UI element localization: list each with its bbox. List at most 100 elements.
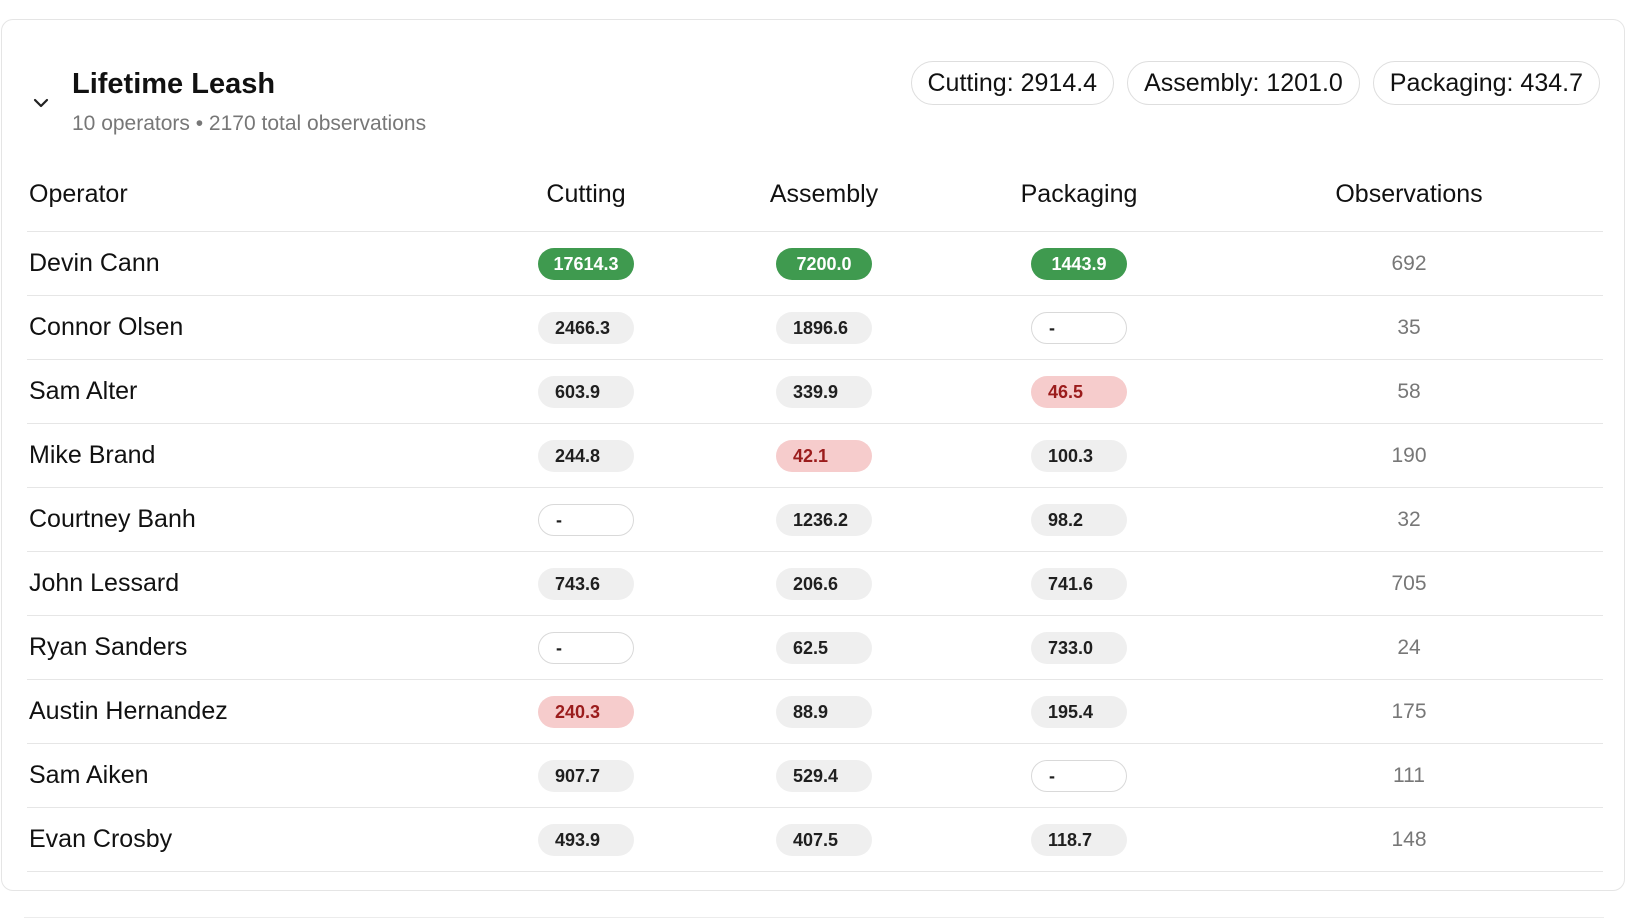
cutting-value-badge: 907.7 bbox=[538, 759, 634, 792]
cutting-cell: 240.3 bbox=[467, 679, 705, 744]
observations-count: 58 bbox=[1215, 359, 1603, 424]
table-row[interactable]: Austin Hernandez 240.3 88.9 195.4 175 bbox=[27, 679, 1603, 744]
cutting-value-badge: 493.9 bbox=[538, 823, 634, 856]
observations-count: 35 bbox=[1215, 295, 1603, 360]
table-row[interactable]: Ryan Sanders - 62.5 733.0 24 bbox=[27, 615, 1603, 680]
packaging-value-badge: 100.3 bbox=[1031, 439, 1127, 472]
cutting-value-badge: 743.6 bbox=[538, 567, 634, 600]
column-header-cutting[interactable]: Cutting bbox=[467, 157, 705, 232]
packaging-value-badge: - bbox=[1031, 311, 1127, 344]
group-header[interactable]: Lifetime Leash 10 operators • 2170 total… bbox=[2, 20, 1624, 145]
divider bbox=[24, 917, 1604, 918]
cutting-value-badge: 240.3 bbox=[538, 695, 634, 728]
packaging-cell: 100.3 bbox=[943, 423, 1215, 488]
packaging-cell: 733.0 bbox=[943, 615, 1215, 680]
packaging-cell: 195.4 bbox=[943, 679, 1215, 744]
table-row[interactable]: Devin Cann 17614.3 7200.0 1443.9 692 bbox=[27, 231, 1603, 296]
observations-count: 692 bbox=[1215, 231, 1603, 296]
table-row[interactable]: Connor Olsen 2466.3 1896.6 - 35 bbox=[27, 295, 1603, 360]
table-row[interactable]: Sam Alter 603.9 339.9 46.5 58 bbox=[27, 359, 1603, 424]
assembly-cell: 7200.0 bbox=[705, 231, 943, 296]
packaging-value-badge: - bbox=[1031, 759, 1127, 792]
assembly-cell: 1896.6 bbox=[705, 295, 943, 360]
column-header-assembly[interactable]: Assembly bbox=[705, 157, 943, 232]
operator-table: Operator Cutting Assembly Packaging Obse… bbox=[27, 157, 1603, 872]
packaging-value-badge: 98.2 bbox=[1031, 503, 1127, 536]
packaging-value-badge: 741.6 bbox=[1031, 567, 1127, 600]
observations-count: 24 bbox=[1215, 615, 1603, 680]
assembly-value-badge: 1236.2 bbox=[776, 503, 872, 536]
observations-count: 148 bbox=[1215, 807, 1603, 872]
column-header-observations[interactable]: Observations bbox=[1215, 157, 1603, 232]
cutting-cell: 244.8 bbox=[467, 423, 705, 488]
table-row[interactable]: Sam Aiken 907.7 529.4 - 111 bbox=[27, 743, 1603, 808]
packaging-value-badge: 46.5 bbox=[1031, 375, 1127, 408]
group-title: Lifetime Leash bbox=[72, 68, 276, 100]
observations-count: 190 bbox=[1215, 423, 1603, 488]
chevron-down-icon[interactable] bbox=[30, 92, 52, 114]
cutting-value-badge: 603.9 bbox=[538, 375, 634, 408]
table-row[interactable]: Courtney Banh - 1236.2 98.2 32 bbox=[27, 487, 1603, 552]
assembly-value-badge: 62.5 bbox=[776, 631, 872, 664]
assembly-value-badge: 529.4 bbox=[776, 759, 872, 792]
table-row[interactable]: Mike Brand 244.8 42.1 100.3 190 bbox=[27, 423, 1603, 488]
summary-cutting-badge: Cutting: 2914.4 bbox=[910, 61, 1115, 105]
assembly-cell: 62.5 bbox=[705, 615, 943, 680]
cutting-cell: 743.6 bbox=[467, 551, 705, 616]
observations-count: 32 bbox=[1215, 487, 1603, 552]
summary-assembly-badge: Assembly: 1201.0 bbox=[1127, 61, 1360, 105]
assembly-value-badge: 7200.0 bbox=[776, 247, 872, 280]
assembly-value-badge: 339.9 bbox=[776, 375, 872, 408]
operator-name: Evan Crosby bbox=[27, 807, 467, 872]
packaging-value-badge: 1443.9 bbox=[1031, 247, 1127, 280]
cutting-value-badge: - bbox=[538, 503, 634, 536]
packaging-cell: - bbox=[943, 295, 1215, 360]
operator-name: John Lessard bbox=[27, 551, 467, 616]
table-row[interactable]: Evan Crosby 493.9 407.5 118.7 148 bbox=[27, 807, 1603, 872]
assembly-value-badge: 42.1 bbox=[776, 439, 872, 472]
table-header-row: Operator Cutting Assembly Packaging Obse… bbox=[27, 157, 1603, 232]
packaging-value-badge: 195.4 bbox=[1031, 695, 1127, 728]
product-group-card: Lifetime Leash 10 operators • 2170 total… bbox=[1, 19, 1625, 891]
group-subtitle: 10 operators • 2170 total observations bbox=[72, 112, 427, 135]
observations-count: 175 bbox=[1215, 679, 1603, 744]
operator-name: Austin Hernandez bbox=[27, 679, 467, 744]
observations-count: 705 bbox=[1215, 551, 1603, 616]
operator-name: Sam Alter bbox=[27, 359, 467, 424]
operator-name: Courtney Banh bbox=[27, 487, 467, 552]
assembly-value-badge: 1896.6 bbox=[776, 311, 872, 344]
assembly-value-badge: 206.6 bbox=[776, 567, 872, 600]
cutting-value-badge: 2466.3 bbox=[538, 311, 634, 344]
assembly-cell: 407.5 bbox=[705, 807, 943, 872]
observations-count: 111 bbox=[1215, 743, 1603, 808]
assembly-cell: 88.9 bbox=[705, 679, 943, 744]
cutting-cell: - bbox=[467, 487, 705, 552]
assembly-cell: 206.6 bbox=[705, 551, 943, 616]
packaging-cell: 741.6 bbox=[943, 551, 1215, 616]
packaging-cell: 118.7 bbox=[943, 807, 1215, 872]
packaging-cell: 46.5 bbox=[943, 359, 1215, 424]
assembly-cell: 529.4 bbox=[705, 743, 943, 808]
cutting-value-badge: - bbox=[538, 631, 634, 664]
operator-name: Devin Cann bbox=[27, 231, 467, 296]
column-header-packaging[interactable]: Packaging bbox=[943, 157, 1215, 232]
packaging-cell: - bbox=[943, 743, 1215, 808]
assembly-cell: 339.9 bbox=[705, 359, 943, 424]
summary-badges: Cutting: 2914.4 Assembly: 1201.0 Packagi… bbox=[910, 61, 1600, 105]
cutting-cell: 493.9 bbox=[467, 807, 705, 872]
cutting-cell: 2466.3 bbox=[467, 295, 705, 360]
assembly-cell: 1236.2 bbox=[705, 487, 943, 552]
cutting-cell: 17614.3 bbox=[467, 231, 705, 296]
cutting-cell: - bbox=[467, 615, 705, 680]
operator-name: Ryan Sanders bbox=[27, 615, 467, 680]
operator-name: Mike Brand bbox=[27, 423, 467, 488]
cutting-value-badge: 244.8 bbox=[538, 439, 634, 472]
assembly-value-badge: 88.9 bbox=[776, 695, 872, 728]
cutting-value-badge: 17614.3 bbox=[538, 247, 634, 280]
cutting-cell: 907.7 bbox=[467, 743, 705, 808]
summary-packaging-badge: Packaging: 434.7 bbox=[1372, 61, 1600, 105]
column-header-operator[interactable]: Operator bbox=[27, 157, 467, 232]
packaging-value-badge: 733.0 bbox=[1031, 631, 1127, 664]
operator-name: Connor Olsen bbox=[27, 295, 467, 360]
table-row[interactable]: John Lessard 743.6 206.6 741.6 705 bbox=[27, 551, 1603, 616]
